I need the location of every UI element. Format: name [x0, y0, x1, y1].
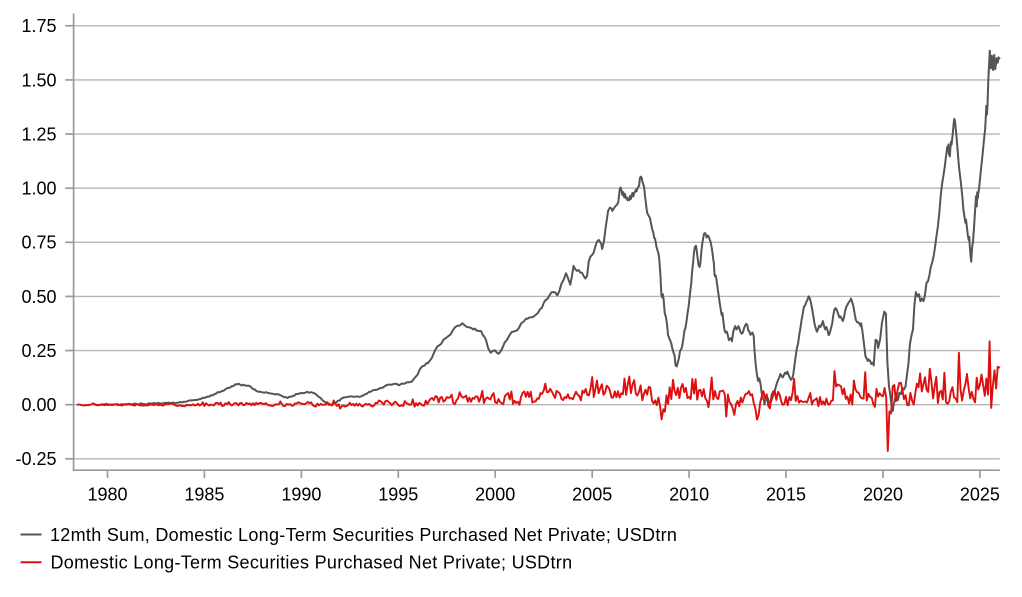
svg-text:Domestic Long-Term Securities: Domestic Long-Term Securities Purchased … — [51, 553, 573, 573]
svg-text:0.75: 0.75 — [21, 233, 56, 253]
svg-text:0.25: 0.25 — [21, 341, 56, 361]
svg-text:2005: 2005 — [572, 484, 612, 504]
svg-text:1.75: 1.75 — [21, 16, 56, 36]
svg-text:2020: 2020 — [863, 484, 903, 504]
svg-text:1.00: 1.00 — [21, 179, 56, 199]
svg-text:-0.25: -0.25 — [15, 449, 56, 469]
svg-text:1.50: 1.50 — [21, 70, 56, 90]
svg-text:12mth Sum, Domestic Long-Term: 12mth Sum, Domestic Long-Term Securities… — [50, 525, 677, 545]
svg-text:2000: 2000 — [475, 484, 515, 504]
svg-text:1985: 1985 — [184, 484, 224, 504]
svg-text:1980: 1980 — [87, 484, 127, 504]
svg-text:0.00: 0.00 — [21, 395, 56, 415]
svg-text:2010: 2010 — [669, 484, 709, 504]
svg-text:2015: 2015 — [766, 484, 806, 504]
svg-text:2025: 2025 — [960, 484, 1000, 504]
svg-text:0.50: 0.50 — [21, 287, 56, 307]
svg-text:1990: 1990 — [281, 484, 321, 504]
svg-text:1.25: 1.25 — [21, 124, 56, 144]
svg-text:1995: 1995 — [378, 484, 418, 504]
